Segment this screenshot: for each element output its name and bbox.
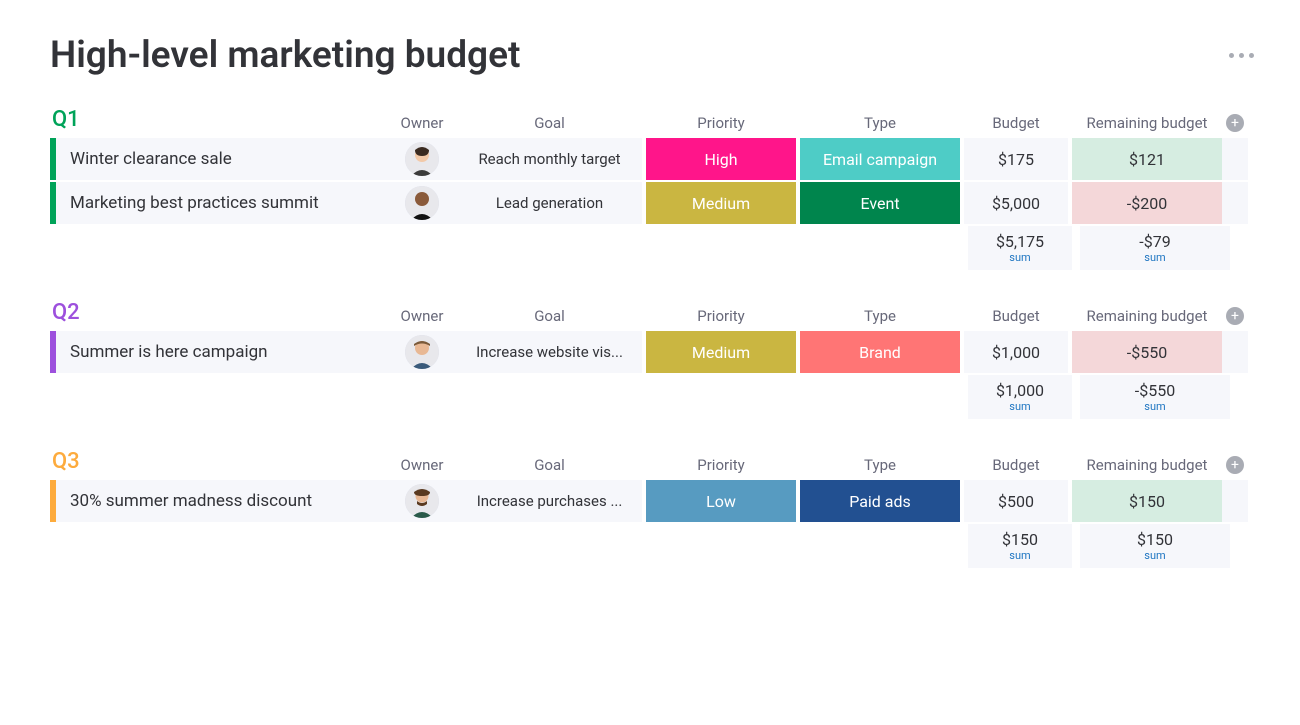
budget-cell[interactable]: $175 [964,138,1068,180]
column-header-type[interactable]: Type [800,456,960,474]
goal-cell[interactable]: Increase website vis... [457,331,642,373]
row-tail [1222,182,1248,224]
remaining-sum: -$79sum [1080,226,1230,270]
owner-cell[interactable] [387,182,457,224]
budget-sum: $5,175sum [968,226,1072,270]
column-header-priority[interactable]: Priority [646,456,796,474]
item-name[interactable]: Winter clearance sale [56,138,387,180]
column-header-remaining[interactable]: Remaining budget [1072,307,1222,325]
column-header-type[interactable]: Type [800,307,960,325]
column-header-budget[interactable]: Budget [964,307,1068,325]
add-column-icon[interactable]: + [1226,307,1244,325]
owner-cell[interactable] [387,480,457,522]
type-cell[interactable]: Brand [800,331,960,373]
priority-cell[interactable]: Medium [646,182,796,224]
group-title-q2[interactable]: Q2 [50,300,387,325]
page-title: High-level marketing budget [50,34,520,77]
row-tail [1222,331,1248,373]
item-name-cell[interactable]: Summer is here campaign [50,331,387,373]
column-header-remaining[interactable]: Remaining budget [1072,114,1222,132]
column-header-goal[interactable]: Goal [457,114,642,132]
add-column-icon[interactable]: + [1226,114,1244,132]
avatar-icon[interactable] [405,335,439,369]
row-tail [1222,138,1248,180]
priority-cell[interactable]: Low [646,480,796,522]
owner-cell[interactable] [387,331,457,373]
type-cell[interactable]: Paid ads [800,480,960,522]
group-title-q3[interactable]: Q3 [50,449,387,474]
column-header-budget[interactable]: Budget [964,456,1068,474]
budget-cell[interactable]: $500 [964,480,1068,522]
priority-cell[interactable]: High [646,138,796,180]
avatar-icon[interactable] [405,186,439,220]
column-header-remaining[interactable]: Remaining budget [1072,456,1222,474]
goal-cell[interactable]: Lead generation [457,182,642,224]
column-header-goal[interactable]: Goal [457,456,642,474]
column-header-priority[interactable]: Priority [646,114,796,132]
item-name[interactable]: Marketing best practices summit [56,182,387,224]
add-column-icon[interactable]: + [1226,456,1244,474]
column-header-owner[interactable]: Owner [387,307,457,325]
goal-cell[interactable]: Increase purchases ... [457,480,642,522]
item-name[interactable]: 30% summer madness discount [56,480,387,522]
more-menu-icon[interactable] [1229,53,1260,58]
group-title-q1[interactable]: Q1 [50,107,387,132]
item-name-cell[interactable]: 30% summer madness discount [50,480,387,522]
goal-cell[interactable]: Reach monthly target [457,138,642,180]
budget-sum: $150sum [968,524,1072,568]
remaining-cell[interactable]: $150 [1072,480,1222,522]
column-header-owner[interactable]: Owner [387,114,457,132]
type-cell[interactable]: Event [800,182,960,224]
owner-cell[interactable] [387,138,457,180]
remaining-cell[interactable]: -$200 [1072,182,1222,224]
column-header-priority[interactable]: Priority [646,307,796,325]
column-header-goal[interactable]: Goal [457,307,642,325]
column-header-owner[interactable]: Owner [387,456,457,474]
item-name-cell[interactable]: Winter clearance sale [50,138,387,180]
remaining-cell[interactable]: $121 [1072,138,1222,180]
budget-cell[interactable]: $5,000 [964,182,1068,224]
remaining-sum: $150sum [1080,524,1230,568]
remaining-cell[interactable]: -$550 [1072,331,1222,373]
remaining-sum: -$550sum [1080,375,1230,419]
avatar-icon[interactable] [405,142,439,176]
avatar-icon[interactable] [405,484,439,518]
item-name[interactable]: Summer is here campaign [56,331,387,373]
row-tail [1222,480,1248,522]
budget-sum: $1,000sum [968,375,1072,419]
type-cell[interactable]: Email campaign [800,138,960,180]
column-header-type[interactable]: Type [800,114,960,132]
item-name-cell[interactable]: Marketing best practices summit [50,182,387,224]
priority-cell[interactable]: Medium [646,331,796,373]
budget-cell[interactable]: $1,000 [964,331,1068,373]
column-header-budget[interactable]: Budget [964,114,1068,132]
